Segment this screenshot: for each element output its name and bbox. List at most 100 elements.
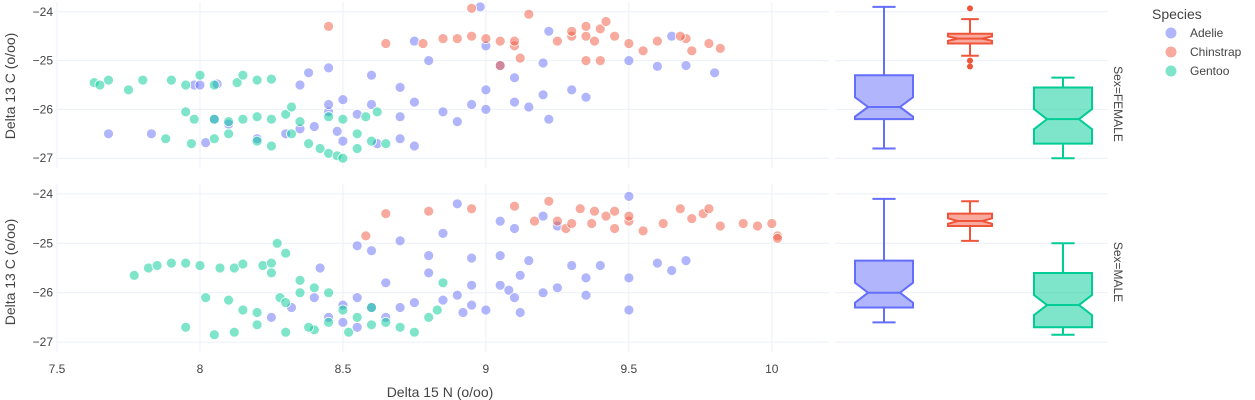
point-male-gentoo-42 bbox=[303, 321, 315, 333]
point-male-gentoo-35 bbox=[280, 326, 292, 338]
y-tick-label-male-0: −24 bbox=[33, 187, 54, 201]
point-female-adelie-38 bbox=[394, 133, 406, 145]
point-female-adelie-23 bbox=[509, 96, 520, 108]
box-male-chinstrap-body bbox=[947, 212, 993, 227]
point-female-gentoo-8 bbox=[231, 77, 243, 88]
x-tick-label-1: 8 bbox=[197, 362, 204, 376]
point-male-gentoo-21 bbox=[294, 287, 306, 299]
point-female-chinstrap-13 bbox=[714, 43, 726, 54]
point-female-gentoo-18 bbox=[265, 113, 277, 125]
point-female-gentoo-33 bbox=[303, 138, 315, 150]
point-male-adelie-20 bbox=[514, 269, 526, 281]
point-female-gentoo-38 bbox=[208, 133, 220, 145]
point-male-gentoo-40 bbox=[343, 326, 355, 338]
point-female-adelie-10 bbox=[423, 55, 435, 66]
point-male-adelie-25 bbox=[437, 294, 449, 306]
point-female-gentoo-35 bbox=[265, 140, 277, 152]
point-male-chinstrap-7 bbox=[566, 218, 578, 229]
point-female-chinstrap-22 bbox=[480, 33, 492, 44]
point-female-adelie-19 bbox=[408, 96, 420, 108]
point-female-chinstrap-3 bbox=[609, 30, 620, 42]
point-female-chinstrap-18 bbox=[417, 38, 429, 49]
legend-item-chinstrap[interactable]: Chinstrap bbox=[1164, 45, 1242, 59]
point-female-adelie-47 bbox=[194, 79, 206, 91]
point-male-chinstrap-26 bbox=[609, 223, 620, 234]
box-female-gentoo-body bbox=[1033, 86, 1093, 145]
y-tick-label-female-3: −27 bbox=[33, 151, 54, 165]
point-female-gentoo-12 bbox=[180, 106, 192, 118]
point-female-adelie-28 bbox=[451, 116, 463, 127]
point-male-chinstrap-19 bbox=[737, 218, 749, 229]
box-female-chinstrap-outlier-0 bbox=[967, 5, 973, 12]
y-ticks-female: −24 −25 −26 −27 bbox=[33, 5, 54, 165]
point-male-adelie-23 bbox=[503, 284, 515, 296]
point-male-chinstrap-21 bbox=[766, 218, 778, 229]
point-female-gentoo-19 bbox=[280, 108, 292, 120]
point-female-adelie-2 bbox=[543, 25, 555, 37]
point-female-gentoo-41 bbox=[94, 79, 106, 91]
point-female-gentoo-5 bbox=[180, 79, 192, 91]
point-female-chinstrap-10 bbox=[652, 35, 663, 47]
y-axis-title-male: Delta 13 C (o/oo) bbox=[2, 219, 18, 326]
point-female-adelie-18 bbox=[366, 99, 377, 110]
point-female-gentoo-40 bbox=[160, 133, 172, 145]
point-male-adelie-10 bbox=[466, 252, 478, 264]
point-female-gentoo-42 bbox=[351, 143, 363, 154]
legend: Species Adelie Chinstrap Gentoo bbox=[1152, 6, 1242, 78]
point-female-chinstrap-21 bbox=[466, 30, 478, 42]
point-female-gentoo-24 bbox=[360, 111, 372, 123]
point-female-chinstrap-29 bbox=[566, 25, 578, 37]
point-female-gentoo-4 bbox=[165, 74, 177, 86]
point-female-chinstrap-30 bbox=[451, 33, 463, 44]
point-male-gentoo-27 bbox=[380, 316, 392, 328]
point-male-gentoo-3 bbox=[165, 257, 177, 269]
legend-label-adelie: Adelie bbox=[1190, 26, 1224, 40]
point-male-adelie-2 bbox=[494, 215, 506, 227]
point-male-adelie-49 bbox=[423, 267, 435, 279]
point-female-gentoo-22 bbox=[323, 111, 335, 123]
point-female-chinstrap-23 bbox=[580, 55, 592, 66]
point-female-adelie-49 bbox=[323, 99, 335, 110]
point-male-adelie-4 bbox=[537, 210, 549, 222]
point-female-chinstrap-20 bbox=[323, 20, 335, 32]
point-male-gentoo-17 bbox=[237, 304, 249, 316]
point-female-chinstrap-28 bbox=[509, 35, 520, 47]
point-female-chinstrap-7 bbox=[589, 35, 600, 47]
point-female-adelie-52 bbox=[652, 61, 663, 72]
x-axis-title: Delta 15 N (o/oo) bbox=[387, 384, 494, 400]
point-female-gentoo-36 bbox=[251, 135, 263, 147]
point-male-gentoo-22 bbox=[308, 282, 320, 294]
facet-male: −24 −25 −26 −27 Sex=MALE bbox=[33, 184, 1125, 352]
point-female-chinstrap-15 bbox=[514, 52, 526, 64]
point-male-adelie-48 bbox=[366, 245, 377, 257]
point-female-gentoo-11 bbox=[265, 73, 277, 85]
point-male-adelie-19 bbox=[580, 272, 592, 284]
y-tick-label-female-2: −26 bbox=[33, 102, 54, 116]
point-female-adelie-16 bbox=[394, 82, 406, 93]
point-male-chinstrap-20 bbox=[752, 220, 763, 232]
point-male-gentoo-29 bbox=[408, 326, 420, 338]
point-female-adelie-44 bbox=[145, 128, 157, 140]
point-male-adelie-5 bbox=[509, 223, 520, 234]
legend-item-gentoo[interactable]: Gentoo bbox=[1164, 64, 1230, 78]
point-male-gentoo-18 bbox=[251, 307, 263, 318]
point-male-chinstrap-18 bbox=[714, 220, 726, 232]
point-male-gentoo-31 bbox=[431, 304, 443, 316]
legend-item-adelie[interactable]: Adelie bbox=[1164, 26, 1224, 40]
point-female-chinstrap-9 bbox=[637, 45, 649, 57]
point-male-chinstrap-29 bbox=[574, 203, 586, 215]
point-male-gentoo-39 bbox=[180, 321, 192, 333]
point-female-chinstrap-2 bbox=[594, 23, 606, 35]
x-tick-label-5: 10 bbox=[765, 362, 779, 376]
point-female-adelie-21 bbox=[466, 99, 478, 110]
point-male-chinstrap-0 bbox=[380, 208, 392, 220]
point-female-adelie-3 bbox=[623, 55, 635, 66]
point-female-chinstrap-0 bbox=[466, 2, 478, 14]
box-female-adelie-body bbox=[854, 74, 914, 121]
point-female-gentoo-25 bbox=[371, 106, 383, 118]
point-male-adelie-31 bbox=[408, 297, 420, 309]
box-male-gentoo-body bbox=[1033, 271, 1093, 329]
point-male-chinstrap-8 bbox=[589, 205, 600, 217]
point-male-gentoo-15 bbox=[200, 292, 212, 304]
